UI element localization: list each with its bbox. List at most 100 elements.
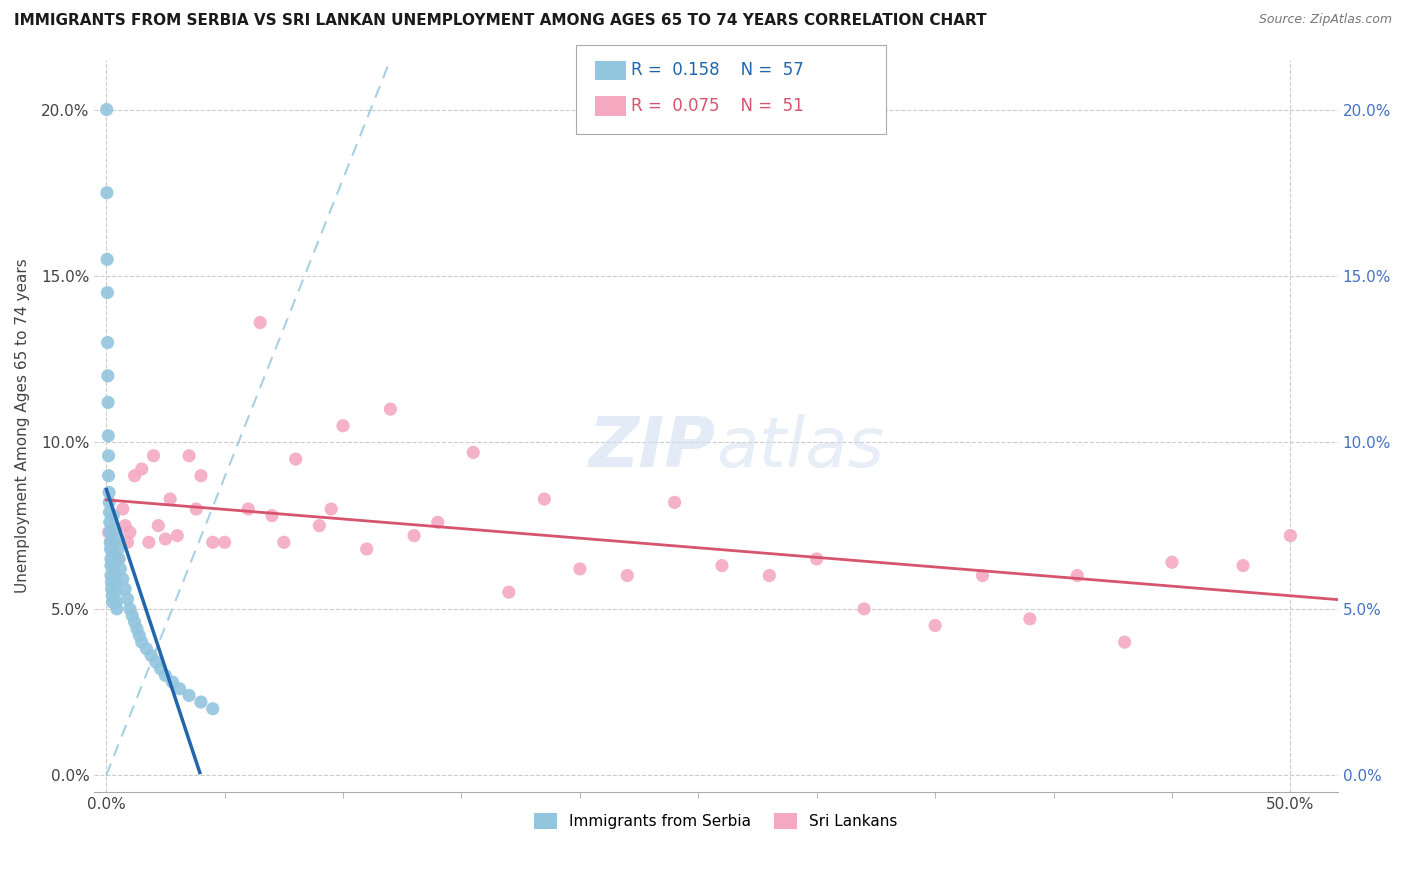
Y-axis label: Unemployment Among Ages 65 to 74 years: Unemployment Among Ages 65 to 74 years (15, 259, 30, 593)
Point (111, 502, 134, 516)
Point (159, 491, 181, 506)
Point (100, 575, 122, 590)
Point (145, 655, 167, 669)
Point (96, 103, 118, 117)
Point (169, 681, 191, 696)
Point (238, 502, 260, 516)
Point (105, 595, 128, 609)
Point (114, 518, 136, 533)
Point (186, 502, 208, 516)
Point (105, 602, 128, 616)
Point (308, 518, 330, 533)
Point (332, 418, 354, 433)
Point (162, 675, 184, 690)
Text: R =  0.075    N =  51: R = 0.075 N = 51 (631, 97, 804, 115)
Point (98, 516, 121, 530)
Point (201, 535, 224, 549)
Point (148, 518, 170, 533)
Point (103, 568, 125, 582)
Point (177, 689, 200, 703)
Point (284, 452, 307, 467)
Point (972, 568, 994, 582)
Text: IMMIGRANTS FROM SERBIA VS SRI LANKAN UNEMPLOYMENT AMONG AGES 65 TO 74 YEARS CORR: IMMIGRANTS FROM SERBIA VS SRI LANKAN UNE… (14, 13, 987, 29)
Point (103, 508, 125, 523)
Point (710, 558, 733, 573)
Point (110, 562, 132, 576)
Text: R =  0.158    N =  57: R = 0.158 N = 57 (631, 62, 804, 79)
Point (97, 335, 120, 350)
Point (1161, 555, 1184, 569)
Point (249, 316, 271, 330)
Point (498, 585, 520, 599)
Point (108, 552, 131, 566)
Point (924, 618, 946, 632)
Point (103, 522, 125, 536)
Point (98, 505, 121, 519)
Point (1018, 612, 1040, 626)
Point (104, 585, 127, 599)
Point (101, 589, 124, 603)
Point (103, 541, 125, 556)
Point (117, 591, 139, 606)
Point (97, 395, 120, 409)
Point (124, 468, 146, 483)
Point (98, 495, 121, 509)
Point (96, 186, 118, 200)
Point (1066, 568, 1088, 582)
Point (155, 668, 177, 682)
Legend: Immigrants from Serbia, Sri Lankans: Immigrants from Serbia, Sri Lankans (529, 807, 904, 836)
Point (98, 535, 121, 549)
Point (101, 595, 124, 609)
Point (214, 535, 236, 549)
Point (121, 608, 143, 623)
Point (100, 541, 122, 556)
Point (201, 702, 224, 716)
Point (664, 495, 686, 509)
Point (103, 549, 125, 563)
Point (190, 468, 212, 483)
Point (321, 502, 343, 516)
Point (568, 562, 591, 576)
Point (97, 429, 120, 443)
Point (100, 558, 122, 573)
Point (404, 528, 426, 542)
Point (260, 508, 283, 523)
Point (100, 568, 122, 582)
Point (177, 449, 200, 463)
Point (111, 572, 134, 586)
Point (166, 528, 188, 542)
Point (96, 252, 118, 267)
Point (155, 532, 177, 546)
Point (118, 525, 141, 540)
Point (100, 535, 122, 549)
Point (100, 582, 122, 596)
Point (96, 285, 118, 300)
Point (98, 485, 121, 500)
Point (97, 449, 120, 463)
Point (107, 541, 129, 556)
Point (118, 602, 141, 616)
Point (273, 535, 295, 549)
Point (107, 532, 129, 546)
Point (107, 552, 129, 566)
Text: atlas: atlas (716, 414, 884, 482)
Point (128, 628, 150, 642)
Point (131, 462, 153, 476)
Point (463, 445, 485, 459)
Point (135, 641, 157, 656)
Point (114, 582, 136, 596)
Point (100, 552, 122, 566)
Point (141, 648, 163, 663)
Point (124, 615, 146, 630)
Point (103, 535, 125, 549)
Point (1232, 558, 1254, 573)
Point (117, 535, 139, 549)
Point (103, 558, 125, 573)
Point (426, 516, 449, 530)
Point (125, 622, 148, 636)
Point (98, 525, 121, 540)
Point (97, 468, 120, 483)
Point (149, 662, 172, 676)
Point (142, 449, 165, 463)
Point (1114, 635, 1136, 649)
